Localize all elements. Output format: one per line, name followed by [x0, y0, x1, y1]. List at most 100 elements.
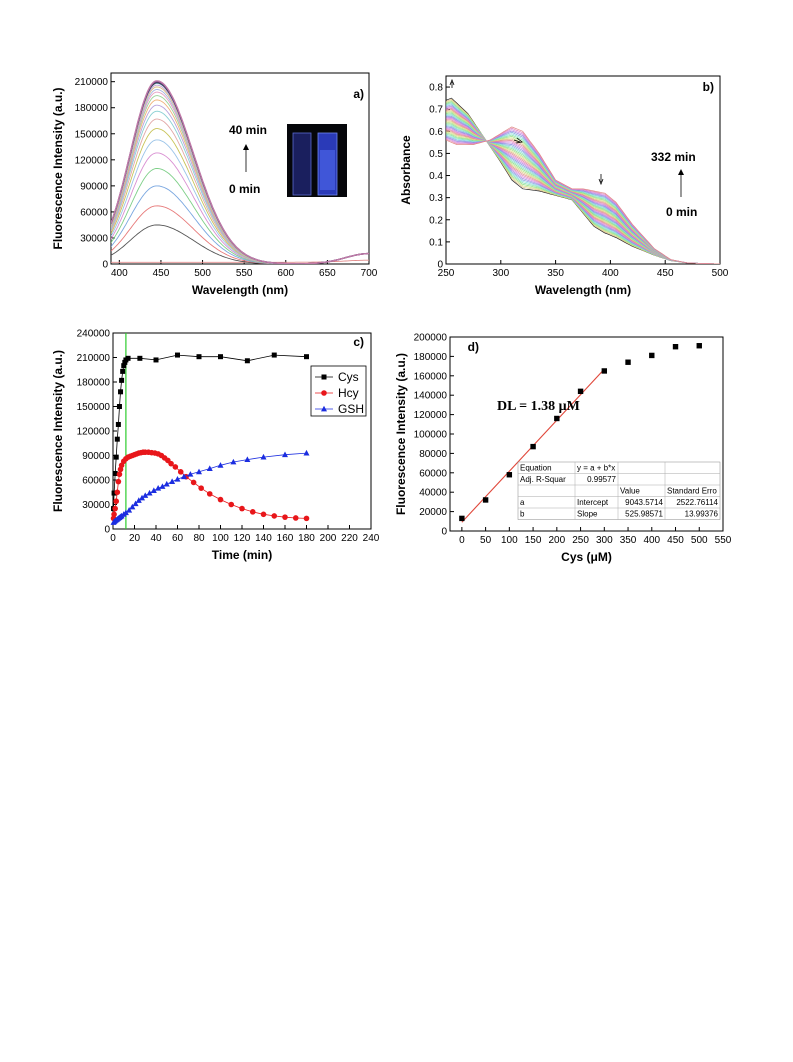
data-point [112, 505, 118, 512]
y-tick-label: 150000 [75, 129, 109, 140]
x-axis-label: Time (min) [212, 548, 272, 562]
y-axis-label: Absorbance [399, 135, 413, 205]
x-axis-label: Wavelength (nm) [535, 283, 631, 297]
x-tick-label: 600 [277, 268, 294, 279]
table-cell: Slope [577, 510, 598, 519]
data-point [282, 514, 288, 520]
annotation-bottom: 0 min [666, 205, 697, 219]
y-tick-label: 200000 [414, 333, 448, 344]
y-tick-label: 0 [437, 260, 443, 271]
detection-limit-annotation: DL = 1.38 μM [497, 399, 580, 414]
y-tick-label: 160000 [414, 371, 448, 382]
data-point [530, 443, 536, 450]
data-point [116, 404, 122, 409]
y-tick-label: 90000 [80, 181, 108, 192]
y-tick-label: 120000 [75, 155, 109, 166]
y-tick-label: 60000 [82, 476, 110, 487]
series-hcy [110, 449, 310, 522]
chart-panel-d: 0 50 100 150 200 250 300 350 400 450 500 550 0 20000 4… [394, 333, 732, 565]
data-point [111, 511, 117, 518]
x-tick-label: 400 [111, 268, 128, 279]
y-tick-label: 210000 [77, 353, 111, 364]
x-tick-label: 240 [363, 533, 380, 544]
x-tick-label: 0 [110, 533, 116, 544]
data-point [122, 509, 129, 516]
data-point [304, 354, 309, 360]
y-tick-label: 80000 [419, 449, 447, 460]
y-tick-label: 180000 [77, 378, 111, 389]
legend-marker [321, 374, 327, 380]
data-point [196, 468, 202, 475]
inset-photo [287, 124, 347, 197]
y-tick-label: 240000 [77, 329, 111, 340]
x-tick-label: 220 [341, 533, 358, 544]
x-tick-label: 180 [298, 533, 315, 544]
x-tick-label: 450 [667, 535, 684, 546]
data-point [155, 484, 162, 491]
data-point [260, 453, 267, 460]
chart-panel-c: 0 20 40 60 80 100 120 140 160 180 200 220 240 0 30000 6… [51, 329, 380, 563]
y-axis-label: Fluorescence Intensity (a.u.) [51, 350, 65, 512]
table-cell: a [520, 498, 525, 507]
legend-label: Cys [338, 370, 359, 384]
x-tick-label: 400 [643, 535, 660, 546]
x-tick-label: 20 [129, 533, 141, 544]
data-point [126, 507, 133, 513]
table-cell: Standard Erro [667, 487, 717, 496]
y-tick-label: 90000 [82, 451, 110, 462]
data-point [146, 489, 153, 496]
x-tick-label: 500 [194, 268, 211, 279]
x-tick-label: 550 [236, 268, 253, 279]
x-axis-label: Wavelength (nm) [192, 283, 288, 297]
data-point [142, 492, 149, 498]
x-tick-label: 60 [172, 533, 184, 544]
y-tick-label: 120000 [77, 427, 111, 438]
cuvette-left [292, 132, 312, 196]
data-point [577, 388, 584, 395]
y-tick-label: 180000 [75, 103, 109, 114]
peak-arrow-up [449, 78, 455, 88]
data-point [150, 487, 157, 494]
data-point [139, 494, 146, 501]
time-arrow-head [678, 169, 684, 175]
data-point [554, 415, 560, 422]
x-tick-label: 350 [620, 535, 637, 546]
data-point [172, 464, 179, 470]
data-point [228, 501, 235, 508]
data-point [114, 436, 120, 442]
y-tick-label: 120000 [414, 410, 448, 421]
y-tick-label: 150000 [77, 402, 111, 413]
y-tick-label: 0.7 [429, 105, 443, 116]
y-tick-label: 60000 [419, 468, 447, 479]
data-point [132, 500, 139, 507]
annotation-top: 40 min [229, 123, 267, 137]
y-axis-label: Fluorescence Intensity (a.u.) [51, 87, 65, 249]
table-cell: Intercept [577, 498, 609, 507]
data-point [115, 421, 121, 427]
table-cell: Adj. R-Squar [520, 475, 566, 484]
y-tick-label: 0.8 [429, 83, 443, 94]
data-point [271, 513, 278, 519]
absorbance-line [446, 126, 720, 264]
y-tick-label: 60000 [80, 207, 108, 218]
x-tick-label: 50 [480, 535, 492, 546]
x-tick-label: 250 [438, 268, 455, 279]
data-point [249, 509, 256, 515]
table-cell: Value [620, 487, 640, 496]
data-point [190, 479, 197, 486]
y-tick-label: 0 [441, 527, 447, 538]
y-tick-label: 0.4 [429, 171, 443, 182]
y-tick-label: 30000 [80, 233, 108, 244]
annotation-bottom: 0 min [229, 182, 260, 196]
data-point [230, 458, 237, 465]
table-cell: 525.98571 [625, 510, 663, 519]
data-point [177, 469, 184, 475]
data-point [118, 389, 124, 395]
table-cell: 0.99577 [587, 475, 616, 484]
x-tick-label: 160 [277, 533, 294, 544]
data-point [120, 368, 126, 374]
data-point [282, 451, 288, 458]
data-point [187, 471, 194, 477]
fit-table: Equation y = a + b*x Adj. R-Squar 0.99577 Va… [517, 461, 721, 520]
